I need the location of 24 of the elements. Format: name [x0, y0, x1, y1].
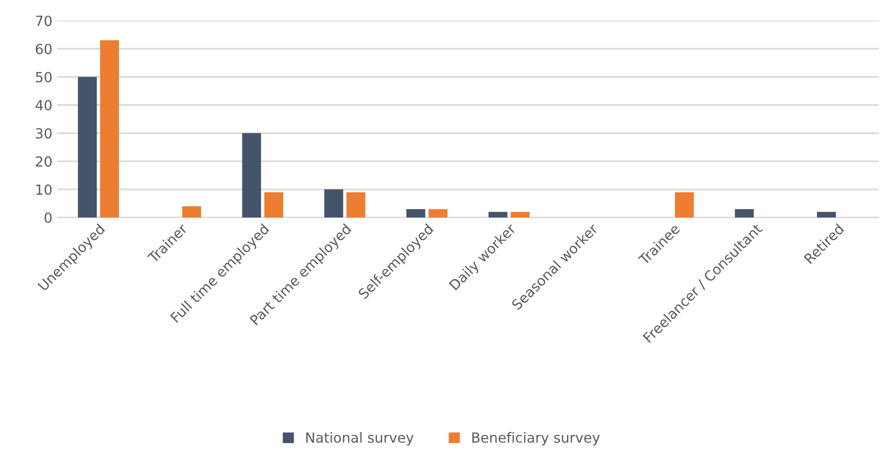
bar: [406, 209, 426, 218]
y-tick-label: 0: [44, 212, 52, 224]
bar: [346, 192, 366, 218]
bar: [324, 189, 344, 218]
y-tick-label: 40: [36, 100, 52, 110]
y-tick-label: 50: [36, 72, 52, 82]
y-tick-label: 70: [36, 16, 52, 26]
bar: [78, 76, 97, 218]
bar: [674, 192, 694, 218]
legend-label: National survey: [306, 432, 414, 446]
bar: [100, 40, 119, 218]
bar: [428, 209, 448, 218]
bar: [510, 212, 530, 218]
y-tick-label: 60: [36, 44, 52, 54]
bar: [734, 209, 754, 218]
bar: [264, 192, 284, 218]
bar: [242, 133, 262, 218]
y-tick-label: 30: [36, 128, 52, 139]
legend-label: Beneficiary survey: [472, 432, 600, 446]
bar: [488, 212, 508, 218]
bar: [816, 212, 836, 218]
bar: [182, 206, 202, 218]
y-tick-label: 20: [36, 156, 52, 167]
y-tick-label: 10: [36, 184, 52, 195]
